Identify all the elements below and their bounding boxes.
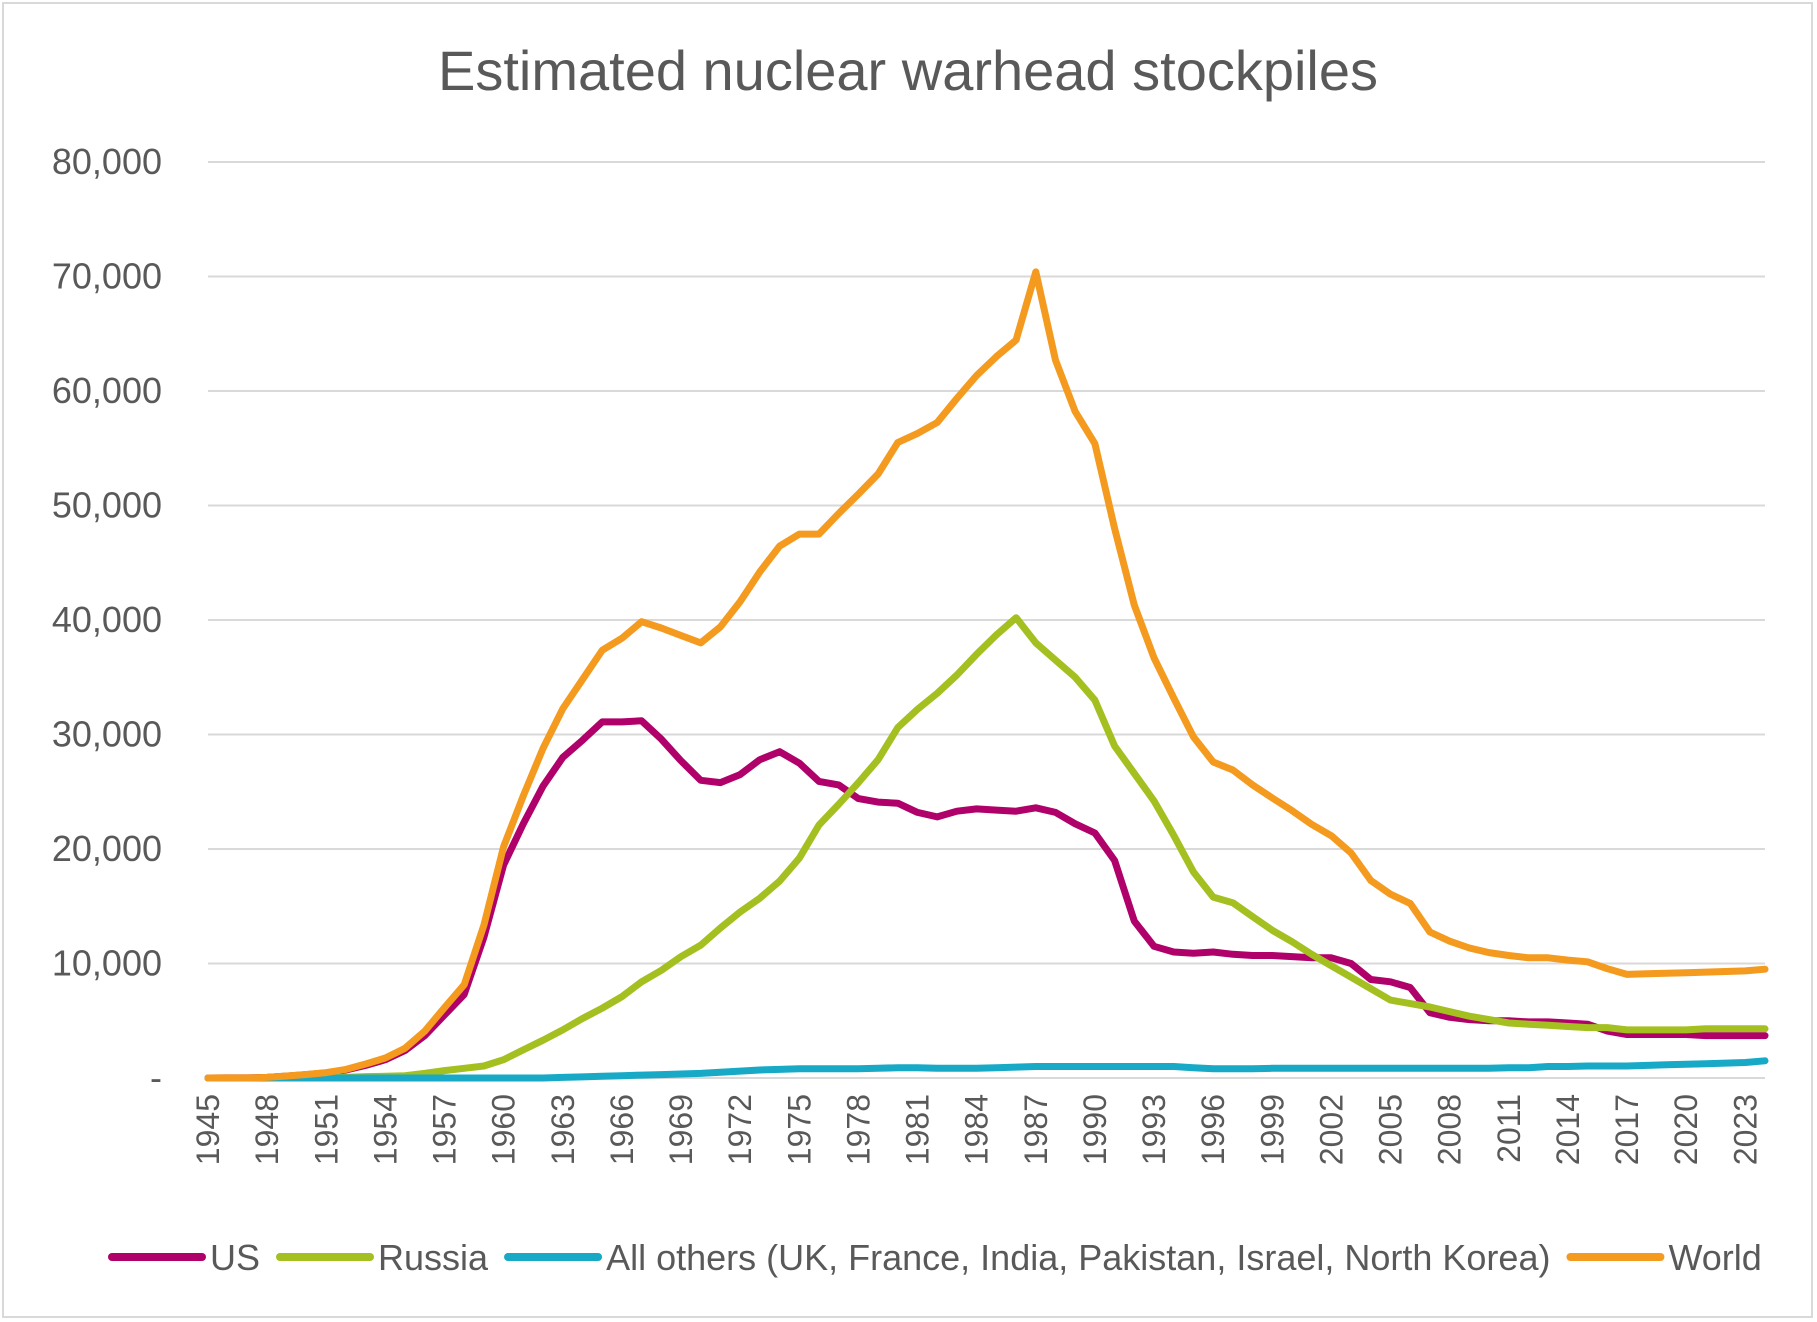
x-tick-label: 2008 <box>1432 1094 1468 1165</box>
legend-label: US <box>210 1237 260 1278</box>
chart-title: Estimated nuclear warhead stockpiles <box>438 39 1378 102</box>
x-tick-label: 2011 <box>1491 1094 1527 1163</box>
x-tick-label: 1984 <box>959 1094 995 1165</box>
x-tick-label: 1990 <box>1077 1094 1113 1165</box>
x-tick-label: 1951 <box>308 1094 344 1165</box>
x-tick-label: 1993 <box>1136 1094 1172 1165</box>
x-tick-label: 2020 <box>1668 1094 1704 1165</box>
x-tick-label: 1969 <box>663 1094 699 1165</box>
x-tick-label: 1945 <box>190 1094 226 1165</box>
legend: US Russia All others (UK, France, India, P… <box>108 1237 1762 1278</box>
legend-label: All others (UK, France, India, Pakistan,… <box>606 1237 1550 1278</box>
x-tick-label: 2017 <box>1609 1094 1645 1165</box>
series-lines <box>204 268 1769 1082</box>
y-tick-label: 60,000 <box>52 370 162 411</box>
x-tick-label: 1996 <box>1195 1094 1231 1165</box>
x-tick-label: 1948 <box>249 1094 285 1165</box>
x-tick-label: 1954 <box>367 1094 403 1165</box>
y-axis-ticks: - 10,000 20,000 30,000 40,000 50,000 60,000 70,… <box>52 141 162 1098</box>
y-tick-label: 40,000 <box>52 599 162 640</box>
x-tick-label: 2002 <box>1313 1094 1349 1165</box>
y-tick-label: 50,000 <box>52 485 162 526</box>
x-tick-label: 1966 <box>604 1094 640 1165</box>
grid-lines <box>208 161 1765 1079</box>
x-tick-label: 1999 <box>1254 1094 1290 1165</box>
y-tick-label: 10,000 <box>52 943 162 984</box>
x-tick-label: 2014 <box>1550 1094 1586 1165</box>
y-tick-label: 20,000 <box>52 828 162 869</box>
series-line-2 <box>204 1057 1769 1082</box>
x-tick-label: 1978 <box>840 1094 876 1165</box>
legend-label: Russia <box>378 1237 489 1278</box>
x-tick-label: 1975 <box>781 1094 817 1165</box>
x-tick-label: 1963 <box>545 1094 581 1165</box>
y-tick-label: - <box>150 1057 162 1098</box>
x-tick-label: 1960 <box>486 1094 522 1165</box>
legend-label: World <box>1668 1237 1761 1278</box>
y-tick-label: 80,000 <box>52 141 162 182</box>
x-axis-ticks: 1945 1948 1951 1954 1957 1960 1963 1966 1969 1972… <box>190 1094 1763 1165</box>
x-tick-label: 1981 <box>900 1094 936 1165</box>
x-tick-label: 2005 <box>1373 1094 1409 1165</box>
x-tick-label: 1957 <box>427 1094 463 1165</box>
y-tick-label: 30,000 <box>52 714 162 755</box>
series-line-1 <box>204 614 1769 1082</box>
x-tick-label: 2023 <box>1727 1094 1763 1165</box>
series-line-3 <box>204 268 1769 1082</box>
x-tick-label: 1972 <box>722 1094 758 1165</box>
x-tick-label: 1987 <box>1018 1094 1054 1165</box>
y-tick-label: 70,000 <box>52 256 162 297</box>
